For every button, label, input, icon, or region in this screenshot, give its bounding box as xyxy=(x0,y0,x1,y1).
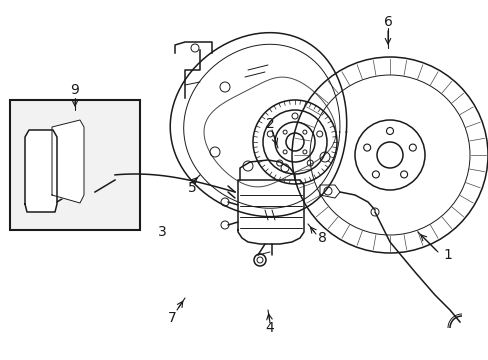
Text: 1: 1 xyxy=(443,248,451,262)
Text: 4: 4 xyxy=(265,321,274,335)
Text: 2: 2 xyxy=(265,117,274,131)
Text: 7: 7 xyxy=(167,311,176,325)
Bar xyxy=(10,100,140,230)
Text: 5: 5 xyxy=(187,181,196,195)
Text: 9: 9 xyxy=(70,83,79,97)
Polygon shape xyxy=(52,120,84,203)
Text: 6: 6 xyxy=(383,15,392,29)
Text: 3: 3 xyxy=(157,225,166,239)
Polygon shape xyxy=(25,130,57,212)
Text: 8: 8 xyxy=(317,231,326,245)
